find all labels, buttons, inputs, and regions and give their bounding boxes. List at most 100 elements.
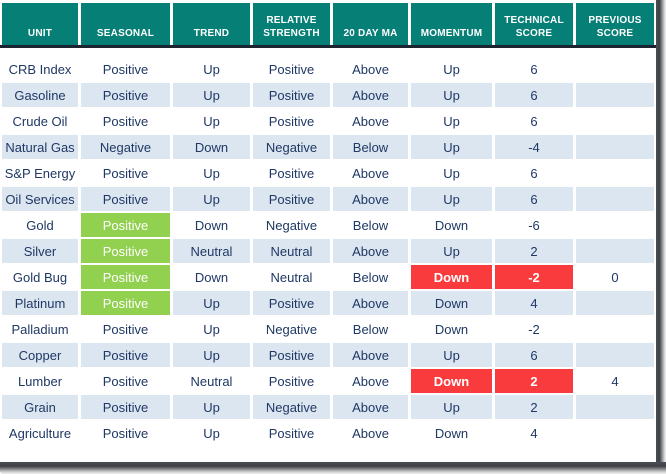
column-header-unit: UNIT <box>2 3 78 45</box>
cell-relative-strength: Negative <box>253 213 330 237</box>
cell-technical-score: 6 <box>495 57 573 81</box>
table-row: S&P Energy Positive Up Positive Above Up 6 <box>2 161 654 185</box>
column-header-seasonal: SEASONAL <box>81 3 170 45</box>
cell-ma20: Above <box>333 161 408 185</box>
table-row: Gold Bug Positive Down Neutral Below Down -2 0 <box>2 265 654 289</box>
cell-previous-score <box>576 109 654 133</box>
cell-previous-score <box>576 239 654 263</box>
cell-momentum: Up <box>411 187 492 211</box>
cell-ma20: Above <box>333 83 408 107</box>
cell-previous-score <box>576 57 654 81</box>
cell-seasonal: Positive <box>81 343 170 367</box>
cell-trend: Neutral <box>173 369 250 393</box>
cell-momentum: Up <box>411 161 492 185</box>
cell-seasonal: Positive <box>81 109 170 133</box>
cell-trend: Down <box>173 135 250 159</box>
cell-relative-strength: Positive <box>253 57 330 81</box>
table-row: Gasoline Positive Up Positive Above Up 6 <box>2 83 654 107</box>
cell-momentum: Down <box>411 421 492 445</box>
cell-ma20: Below <box>333 265 408 289</box>
cell-relative-strength: Positive <box>253 291 330 315</box>
cell-trend: Up <box>173 421 250 445</box>
cell-relative-strength: Negative <box>253 395 330 419</box>
table-row: Oil Services Positive Up Positive Above Up 6 <box>2 187 654 211</box>
cell-trend: Up <box>173 317 250 341</box>
cell-unit: Palladium <box>2 317 78 341</box>
cell-seasonal: Positive <box>81 161 170 185</box>
cell-ma20: Above <box>333 109 408 133</box>
cell-momentum: Down <box>411 213 492 237</box>
cell-technical-score: -4 <box>495 135 573 159</box>
cell-ma20: Below <box>333 213 408 237</box>
cell-momentum: Up <box>411 239 492 263</box>
cell-previous-score <box>576 83 654 107</box>
cell-seasonal: Positive <box>81 83 170 107</box>
cell-technical-score: 6 <box>495 83 573 107</box>
cell-trend: Up <box>173 291 250 315</box>
cell-momentum: Down <box>411 291 492 315</box>
cell-momentum: Up <box>411 57 492 81</box>
cell-seasonal: Negative <box>81 135 170 159</box>
cell-seasonal: Positive <box>81 421 170 445</box>
cell-trend: Down <box>173 265 250 289</box>
cell-seasonal: Positive <box>81 187 170 211</box>
cell-unit: Copper <box>2 343 78 367</box>
table-row: Platinum Positive Up Positive Above Down 4 <box>2 291 654 315</box>
cell-technical-score: 4 <box>495 421 573 445</box>
cell-ma20: Below <box>333 135 408 159</box>
column-header-20-day-ma: 20 DAY MA <box>333 3 408 45</box>
cell-ma20: Above <box>333 343 408 367</box>
cell-seasonal: Positive <box>81 395 170 419</box>
table-row: Palladium Positive Up Negative Below Down -2 <box>2 317 654 341</box>
cell-technical-score: 2 <box>495 239 573 263</box>
cell-relative-strength: Positive <box>253 343 330 367</box>
cell-unit: Silver <box>2 239 78 263</box>
cell-momentum: Up <box>411 395 492 419</box>
cell-relative-strength: Positive <box>253 109 330 133</box>
cell-previous-score <box>576 317 654 341</box>
cell-trend: Up <box>173 343 250 367</box>
cell-previous-score: 0 <box>576 265 654 289</box>
cell-relative-strength: Neutral <box>253 239 330 263</box>
cell-relative-strength: Negative <box>253 135 330 159</box>
cell-previous-score <box>576 343 654 367</box>
table-row: Natural Gas Negative Down Negative Below Up -4 <box>2 135 654 159</box>
cell-unit: Gold Bug <box>2 265 78 289</box>
table-header: UNIT SEASONAL TREND RELATIVE STRENGTH 20… <box>2 3 654 45</box>
cell-ma20: Below <box>333 317 408 341</box>
cell-technical-score: 6 <box>495 343 573 367</box>
header-divider <box>0 45 656 48</box>
cell-seasonal: Positive <box>81 317 170 341</box>
column-header-relative-strength: RELATIVE STRENGTH <box>253 3 330 45</box>
cell-previous-score <box>576 291 654 315</box>
cell-seasonal: Positive <box>81 291 170 315</box>
table-row: Agriculture Positive Up Positive Above Down 4 <box>2 421 654 445</box>
column-header-previous-score: PREVIOUS SCORE <box>576 3 654 45</box>
cell-trend: Up <box>173 161 250 185</box>
cell-unit: Gold <box>2 213 78 237</box>
cell-ma20: Above <box>333 57 408 81</box>
cell-ma20: Above <box>333 369 408 393</box>
cell-unit: S&P Energy <box>2 161 78 185</box>
cell-technical-score: 6 <box>495 187 573 211</box>
cell-momentum: Down <box>411 265 492 289</box>
table-row: Silver Positive Neutral Neutral Above Up 2 <box>2 239 654 263</box>
table-row: CRB Index Positive Up Positive Above Up 6 <box>2 57 654 81</box>
table-row: Grain Positive Up Negative Above Up 2 <box>2 395 654 419</box>
cell-previous-score <box>576 395 654 419</box>
cell-seasonal: Positive <box>81 213 170 237</box>
cell-trend: Up <box>173 395 250 419</box>
cell-ma20: Above <box>333 421 408 445</box>
table-row: Copper Positive Up Positive Above Up 6 <box>2 343 654 367</box>
cell-momentum: Up <box>411 83 492 107</box>
table-row: Crude Oil Positive Up Positive Above Up 6 <box>2 109 654 133</box>
cell-seasonal: Positive <box>81 239 170 263</box>
cell-momentum: Down <box>411 369 492 393</box>
cell-trend: Down <box>173 213 250 237</box>
header-spacer <box>2 48 654 57</box>
cell-relative-strength: Positive <box>253 421 330 445</box>
cell-unit: Oil Services <box>2 187 78 211</box>
cell-momentum: Up <box>411 135 492 159</box>
cell-unit: CRB Index <box>2 57 78 81</box>
cell-trend: Up <box>173 83 250 107</box>
